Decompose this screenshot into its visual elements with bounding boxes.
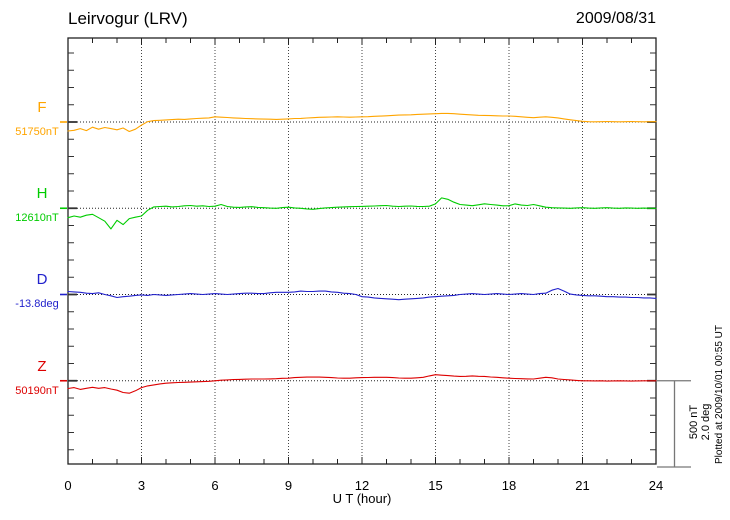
x-tick-label: 24 [649,478,663,493]
date-label: 2009/08/31 [575,10,656,27]
trace-z [67,374,657,394]
x-tick-label: 6 [211,478,218,493]
x-tick-label: 18 [502,478,516,493]
x-tick-label: 12 [355,478,369,493]
scalebar-label-nt: 500 nT [688,405,700,440]
trace-d [67,287,657,301]
component-label-z: Z [37,358,47,375]
x-axis-title: U T (hour) [332,491,392,506]
trace-f [67,112,657,133]
x-tick-label: 0 [64,478,71,493]
x-tick-label: 9 [285,478,292,493]
component-label-h: H [36,185,48,202]
plotted-at-label: Plotted at 2009/10/01 00:55 UT [714,325,725,464]
x-tick-label: 15 [428,478,442,493]
component-reference-d: -13.8deg [15,298,59,310]
component-reference-z: 50190nT [15,385,59,397]
page-title: Leirvogur (LRV) [68,9,188,28]
component-label-f: F [37,99,47,116]
component-reference-h: 12610nT [15,212,59,224]
x-tick-label: 3 [138,478,145,493]
scalebar-label-deg: 2.0 deg [700,404,712,441]
x-tick-label: 21 [575,478,589,493]
component-label-d: D [36,271,48,288]
trace-h [67,197,657,230]
chart-layer: 0 3 6 9 12 15 18 21 24 [60,37,691,493]
component-reference-f: 51750nT [15,126,59,138]
